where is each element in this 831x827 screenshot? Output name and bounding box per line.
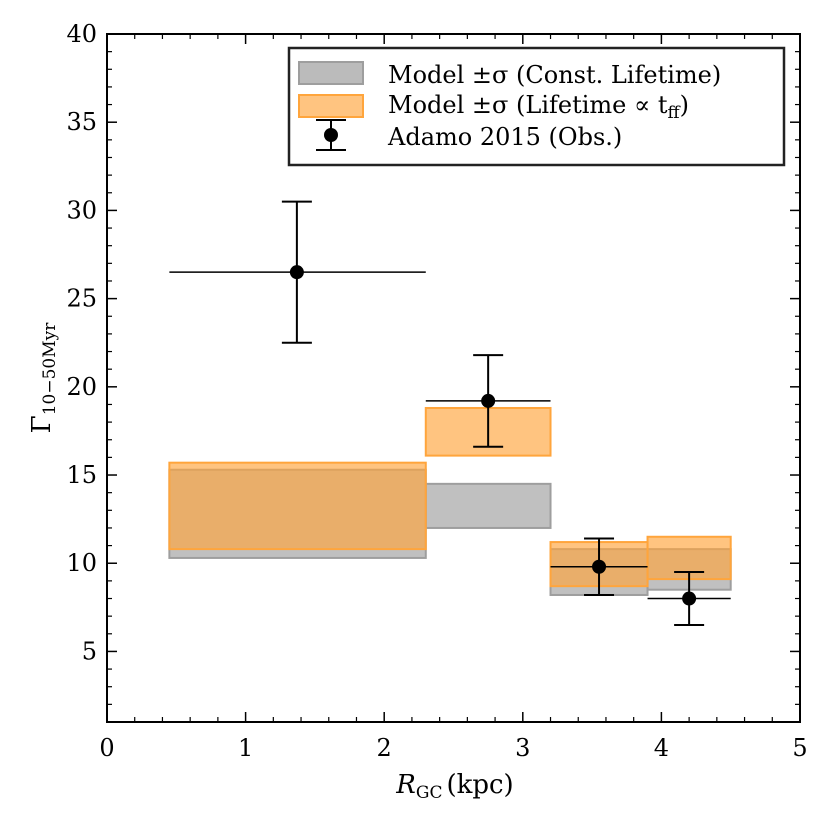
observation-points — [169, 200, 731, 626]
legend-label-tff-lifetime: Model ±σ (Lifetime ∝ tff) — [388, 91, 689, 123]
y-tick-label-0: 5 — [82, 637, 97, 665]
axis-ticks: 0 1 2 3 4 5 5 10 15 20 25 30 35 40 — [66, 20, 807, 762]
x-axis-label: RGC (kpc) — [395, 770, 513, 803]
obs-point-0 — [289, 265, 304, 280]
legend-swatch-tff-lifetime — [298, 94, 364, 118]
legend-box — [287, 46, 786, 167]
legend: Model ±σ (Const. Lifetime) Model ±σ (Lif… — [287, 46, 786, 167]
legend-label-obs: Adamo 2015 (Obs.) — [387, 123, 622, 151]
y-tick-label-5: 30 — [66, 196, 97, 224]
x-tick-label-0: 0 — [99, 734, 114, 762]
y-tick-label-1: 10 — [66, 549, 97, 577]
legend-marker-obs — [316, 119, 346, 151]
x-tick-label-1: 1 — [238, 734, 253, 762]
x-tick-label-3: 3 — [515, 734, 530, 762]
y-tick-label-7: 40 — [66, 20, 97, 48]
x-tick-label-5: 5 — [792, 734, 807, 762]
plot-frame — [106, 33, 801, 723]
y-axis-label: Γ10−50Myr — [27, 322, 60, 434]
y-tick-label-3: 20 — [66, 373, 97, 401]
band-1-bin-0 — [168, 461, 427, 551]
x-tick-label-4: 4 — [654, 734, 669, 762]
legend-label-const-lifetime: Model ±σ (Const. Lifetime) — [388, 61, 721, 89]
legend-swatch-const-lifetime — [298, 61, 364, 85]
obs-point-1 — [481, 393, 496, 408]
obs-point-2 — [592, 559, 607, 574]
y-tick-label-2: 15 — [66, 461, 97, 489]
y-tick-label-6: 35 — [66, 108, 97, 136]
obs-point-3 — [682, 591, 697, 606]
x-tick-label-2: 2 — [377, 734, 392, 762]
band-0-bin-1 — [424, 482, 552, 529]
y-tick-label-4: 25 — [66, 285, 97, 313]
